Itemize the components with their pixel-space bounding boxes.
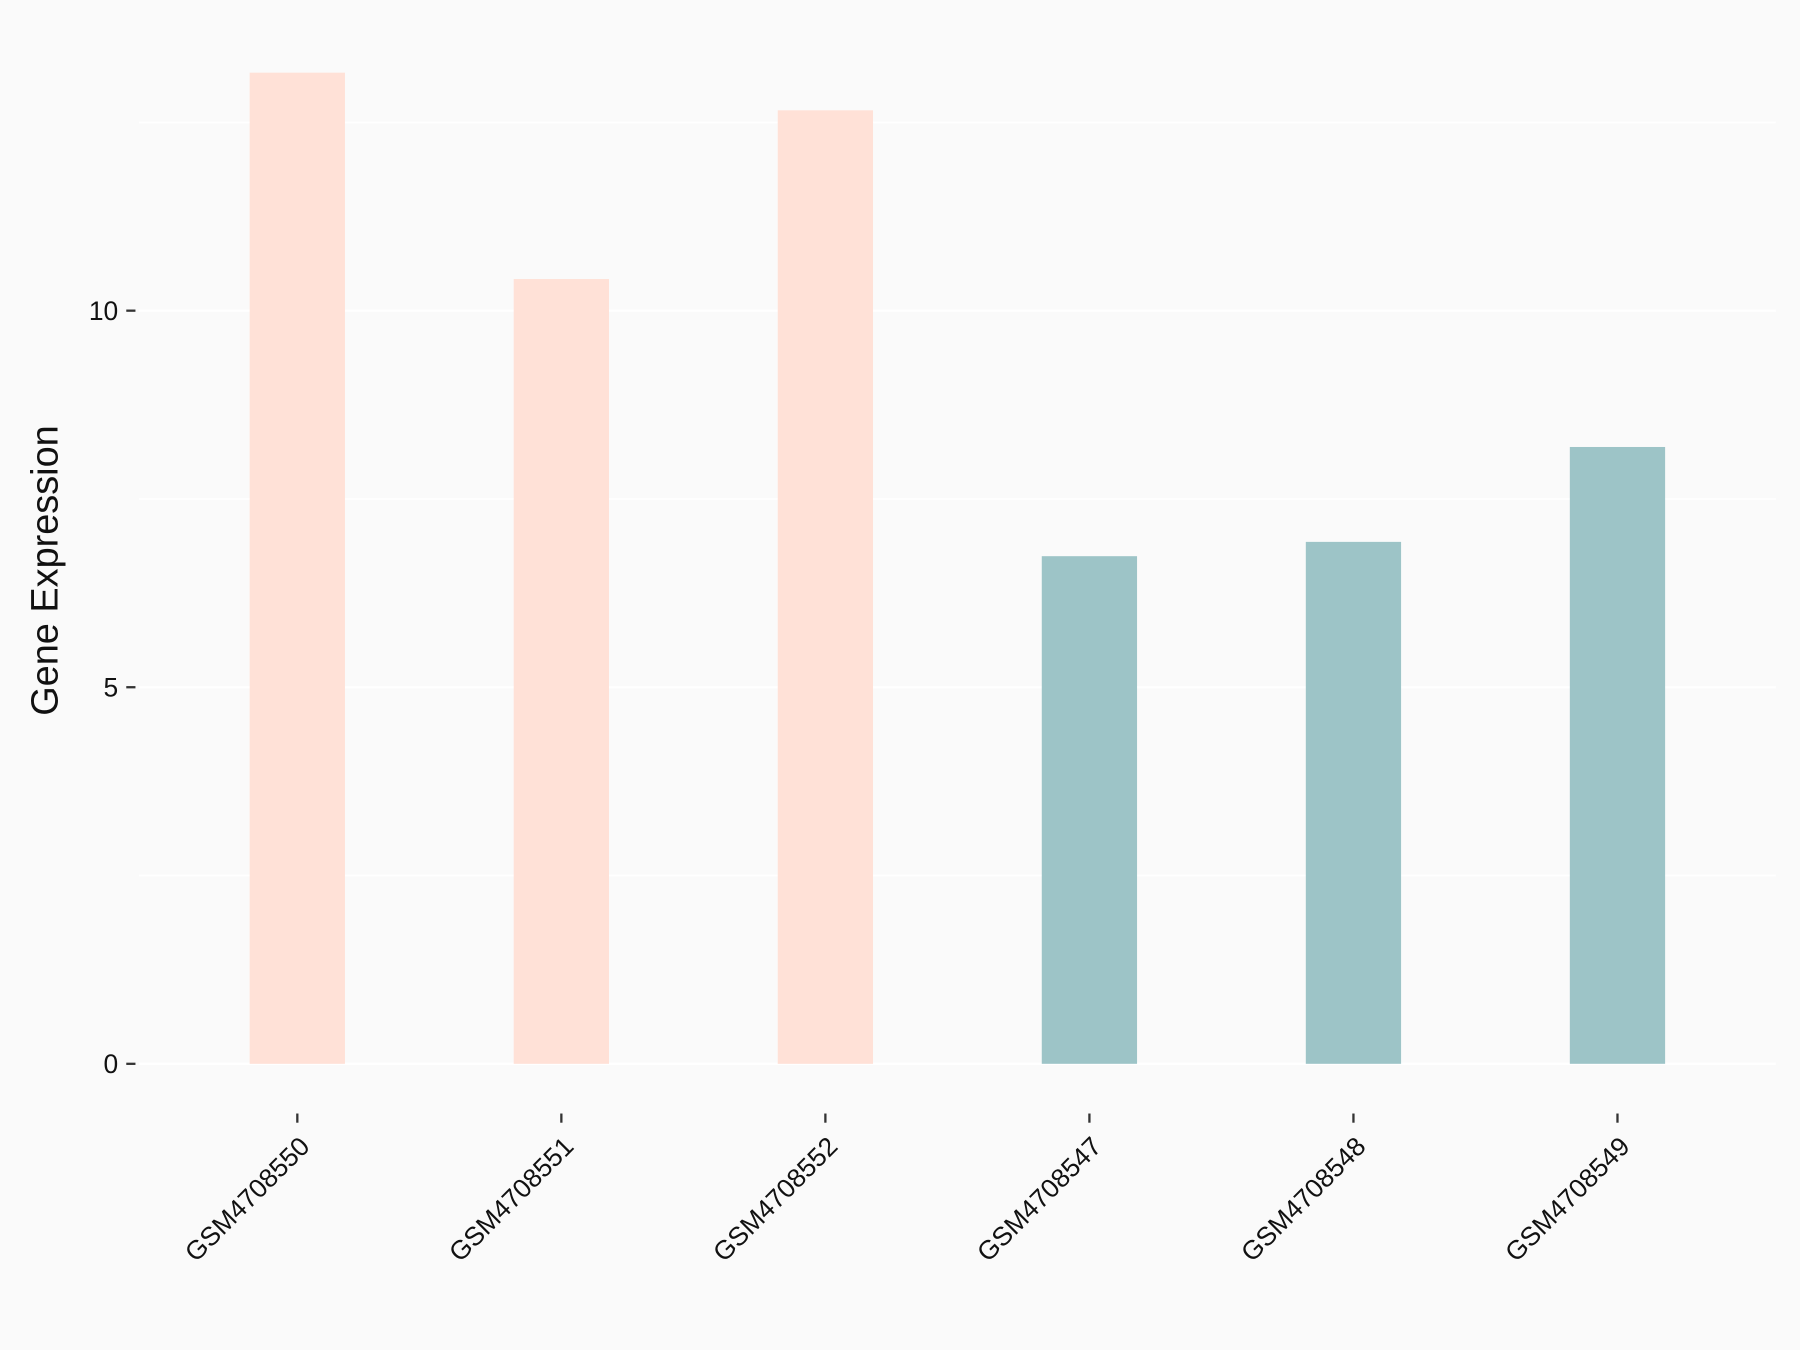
bar [513, 279, 609, 1064]
bar [249, 72, 345, 1064]
y-tick-label: 0 [104, 1049, 119, 1079]
bar [777, 110, 874, 1064]
bar [1305, 541, 1402, 1064]
y-axis-title: Gene Expression [24, 425, 66, 716]
y-tick-label: 10 [89, 296, 118, 326]
y-tick-label: 5 [104, 672, 119, 702]
bar [1569, 446, 1666, 1064]
bar [1041, 556, 1138, 1064]
